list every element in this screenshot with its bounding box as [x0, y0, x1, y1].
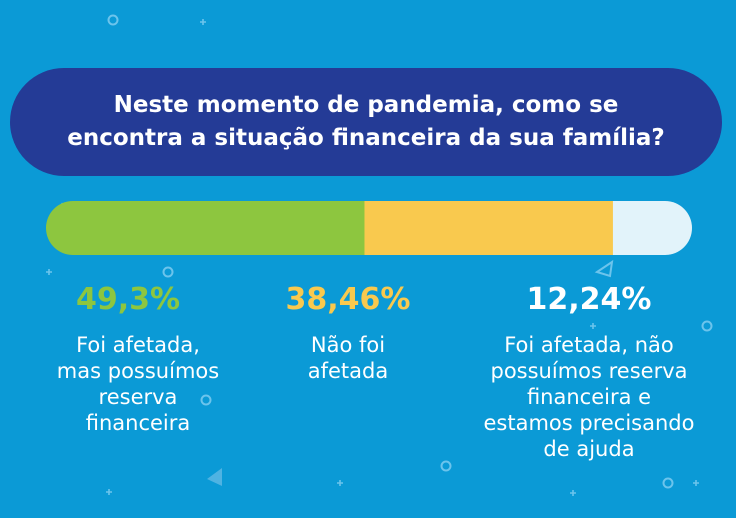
decor-triangle-icon: [207, 468, 222, 486]
segment-value-label: 38,46%: [285, 282, 411, 317]
segment-category-line: financeira: [85, 411, 191, 435]
bar-segment-3: [612, 201, 692, 255]
segment-category-line: Foi afetada, não: [504, 333, 674, 357]
decor-plus-icon: [337, 480, 343, 486]
chart-title-line: Neste momento de pandemia, como se: [113, 92, 619, 118]
segment-category-label: Não foi afetada: [273, 332, 423, 384]
segment-category-line: de ajuda: [543, 437, 635, 461]
bar-segment-2: [364, 201, 614, 255]
decor-plus-icon: [570, 490, 576, 496]
segment-category-label: Foi afetada, não possuímos reserva finan…: [454, 332, 724, 462]
decor-circle-icon: [107, 14, 119, 26]
segment-value-label: 12,24%: [526, 282, 652, 317]
segment-category-line: mas possuímos: [56, 359, 220, 383]
segment-value-label: 49,3%: [75, 282, 181, 317]
decor-plus-icon: [46, 269, 52, 275]
decor-triangle-icon: [594, 259, 614, 278]
segment-category-line: financeira e: [526, 385, 652, 409]
decor-circle-icon: [200, 394, 212, 406]
segment-category-line: possuímos reserva: [490, 359, 688, 383]
decor-plus-icon: [106, 489, 112, 495]
segment-category-line: Não foi: [310, 333, 386, 357]
decor-circle-icon: [701, 320, 713, 332]
decor-circle-icon: [440, 460, 452, 472]
chart-title-line: encontra a situação financeira da sua fa…: [67, 125, 665, 151]
segment-category-line: reserva: [98, 385, 178, 409]
segment-category-line: afetada: [307, 359, 389, 383]
chart-title: Neste momento de pandemia, como se encon…: [56, 89, 676, 155]
segment-category-line: estamos precisando: [483, 411, 695, 435]
decor-circle-icon: [162, 266, 174, 278]
segment-category-line: Foi afetada,: [76, 333, 200, 357]
decor-plus-icon: [590, 323, 596, 329]
decor-plus-icon: [693, 480, 699, 486]
decor-plus-icon: [200, 19, 206, 25]
title-banner: Neste momento de pandemia, como se encon…: [10, 68, 722, 176]
bar-segment-1: [46, 201, 365, 255]
bar-segments: [46, 201, 692, 255]
segment-category-label: Foi afetada, mas possuímos reserva finan…: [23, 332, 253, 436]
decor-circle-icon: [662, 477, 674, 489]
